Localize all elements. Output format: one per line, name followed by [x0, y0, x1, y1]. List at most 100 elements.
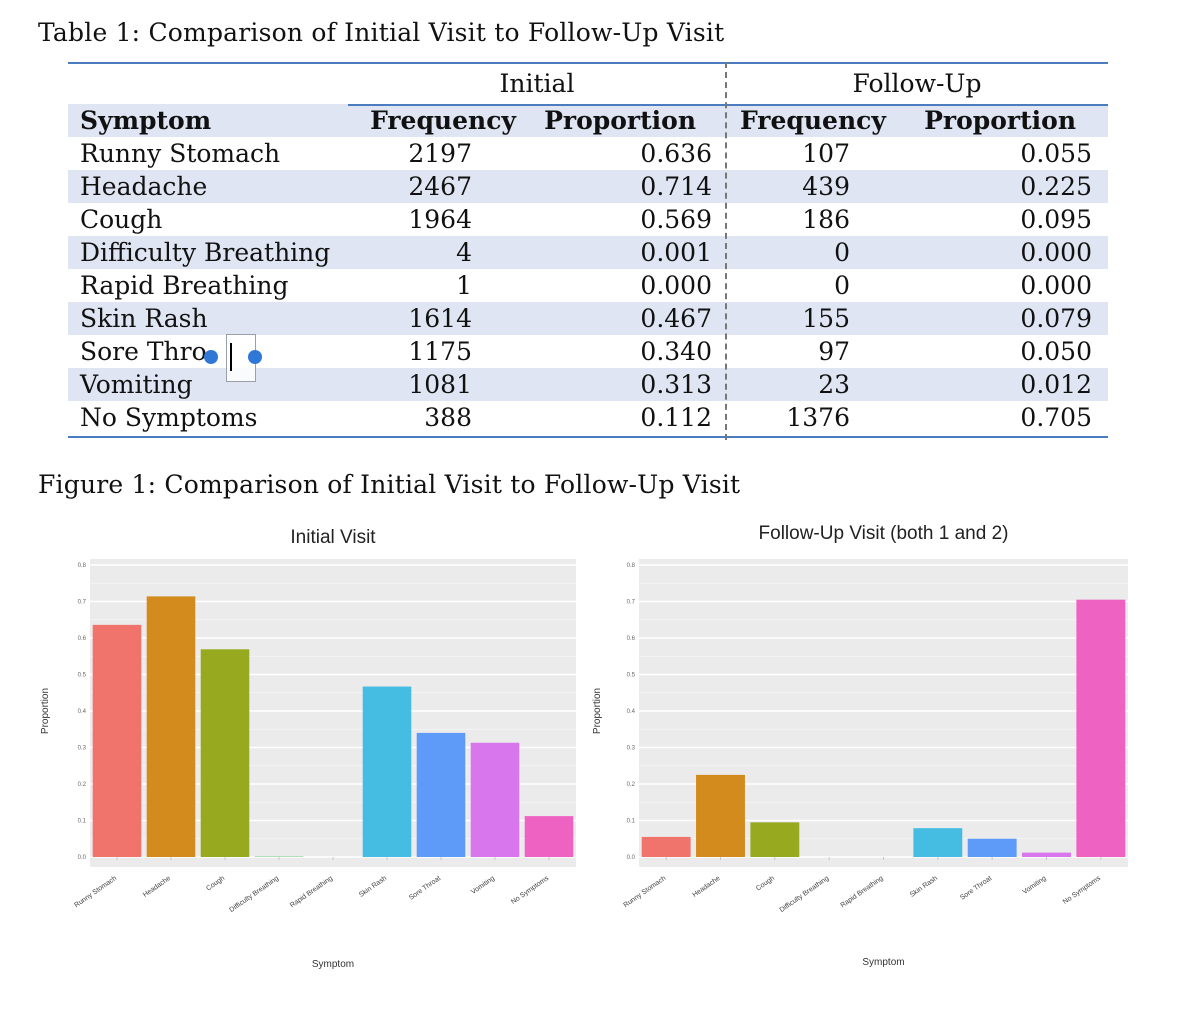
y-tick-label: 0.1	[78, 819, 87, 825]
column-header-initial-frequency: Frequency	[348, 104, 538, 137]
y-tick-label: 0.8	[627, 563, 636, 569]
selection-handle-left[interactable]	[204, 350, 218, 364]
table-row: Runny Stomach 2197 0.636 107 0.055	[68, 137, 1108, 170]
y-tick-label: 0.8	[78, 563, 87, 569]
y-tick-label: 0.4	[627, 709, 636, 715]
table-cell-initial-frequency: 1614	[348, 302, 538, 335]
table-cell-follow-proportion: 0.225	[916, 170, 1108, 203]
table-row: Sore Thro 1175 0.340 97 0.050	[68, 335, 1108, 368]
follow-up-visit-chart: 0.0 0.1 0.2 0.3 0.4 0.5 0.6 0.7 0.8 Runny Stomach…	[592, 523, 1128, 968]
column-group-divider	[725, 62, 727, 440]
column-header-follow-proportion: Proportion	[916, 104, 1108, 137]
x-tick-label: Vomiting	[1022, 875, 1048, 896]
x-tick-label: Difficulty Breathing	[228, 875, 280, 914]
x-tick-label: Headache	[142, 875, 172, 899]
x-tick-label: Sore Throat	[408, 875, 442, 902]
table-cell-symptom: Difficulty Breathing	[68, 236, 348, 269]
table-cell-symptom: Headache	[68, 170, 348, 203]
bar	[362, 686, 412, 857]
table-cell-symptom: No Symptoms	[80, 403, 258, 432]
table-cell-initial-frequency: 2467	[348, 170, 538, 203]
table-cell-follow-proportion: 0.079	[916, 302, 1108, 335]
bar	[696, 774, 745, 857]
table-cell-initial-proportion: 0.569	[640, 205, 712, 234]
x-tick-label: Cough	[205, 875, 226, 893]
figure-caption: Figure 1: Comparison of Initial Visit to…	[38, 470, 741, 499]
table-cell-initial-proportion: 0.000	[640, 271, 712, 300]
table-cell-initial-proportion: 0.001	[538, 236, 726, 269]
table-cell-follow-frequency: 0	[834, 271, 850, 300]
y-tick-label: 0.6	[78, 636, 87, 642]
table-cell-symptom: Rapid Breathing	[80, 271, 289, 300]
symptom-table: Initial Follow-Up Symptom Frequency Prop…	[68, 62, 1108, 434]
table-cell-symptom: Cough	[80, 205, 163, 234]
y-tick-label: 0.5	[78, 673, 87, 679]
table-row: No Symptoms 388 0.112 1376 0.705	[68, 401, 1108, 434]
table-cell-follow-frequency: 186	[802, 205, 850, 234]
table-row: Rapid Breathing 1 0.000 0 0.000	[68, 269, 1108, 302]
y-axis-label: Proportion	[40, 688, 51, 734]
text-cursor-caret	[230, 343, 232, 371]
y-tick-label: 0.3	[78, 746, 87, 752]
table-cell-initial-frequency: 2197	[408, 139, 472, 168]
y-tick-label: 0.2	[627, 782, 636, 788]
table-cell-initial-proportion: 0.714	[538, 170, 726, 203]
initial-group-rule	[348, 104, 726, 106]
x-tick-label: Sore Throat	[959, 875, 993, 902]
bar	[146, 596, 196, 857]
chart-title: Initial Visit	[290, 527, 376, 548]
table-cell-follow-proportion: 0.055	[1020, 139, 1092, 168]
x-axis-label: Symptom	[862, 957, 904, 968]
table-cell-follow-proportion: 0.000	[1020, 271, 1092, 300]
x-tick-label: Runny Stomach	[73, 875, 118, 909]
group-header-initial: Initial	[499, 68, 575, 98]
table-row: Cough 1964 0.569 186 0.095	[68, 203, 1108, 236]
x-tick-label: Headache	[691, 875, 721, 899]
table-cell-symptom: Skin Rash	[68, 302, 348, 335]
chart-title: Follow-Up Visit (both 1 and 2)	[759, 523, 1009, 544]
x-tick-label: Runny Stomach	[622, 875, 667, 909]
table-cell-follow-frequency: 107	[802, 139, 850, 168]
table-bottom-rule	[68, 436, 1108, 438]
group-header-blank	[68, 62, 348, 104]
table-cell-initial-proportion: 0.112	[640, 403, 712, 432]
group-header-row: Initial Follow-Up	[68, 62, 1108, 104]
table-cell-initial-frequency: 1	[456, 271, 472, 300]
y-tick-label: 0.0	[627, 855, 636, 861]
x-tick-label: No Symptoms	[1062, 875, 1102, 906]
bar	[92, 624, 142, 857]
y-tick-label: 0.1	[627, 819, 636, 825]
bar	[1076, 599, 1126, 857]
table-cell-follow-proportion: 0.095	[1020, 205, 1092, 234]
table-cell-follow-frequency: 439	[726, 170, 916, 203]
table-cell-symptom[interactable]: Sore Thro	[80, 337, 207, 366]
bar	[641, 836, 691, 857]
y-tick-label: 0.6	[627, 636, 636, 642]
x-tick-label: Skin Rash	[358, 875, 388, 899]
symptom-table-container: Initial Follow-Up Symptom Frequency Prop…	[68, 62, 1108, 442]
table-row: Headache 2467 0.714 439 0.225	[68, 170, 1108, 203]
x-tick-label: Skin Rash	[909, 875, 939, 899]
table-cell-follow-proportion: 0.705	[1020, 403, 1092, 432]
selection-handle-right[interactable]	[248, 350, 262, 364]
table-cell-follow-frequency: 1376	[786, 403, 850, 432]
bar	[913, 828, 963, 857]
table-cell-symptom: Runny Stomach	[80, 139, 281, 168]
y-tick-label: 0.0	[78, 855, 87, 861]
bar	[967, 838, 1017, 857]
table-cell-follow-frequency: 0	[726, 236, 916, 269]
table-cell-initial-proportion: 0.636	[640, 139, 712, 168]
column-header-follow-frequency: Frequency	[726, 104, 916, 137]
y-tick-label: 0.4	[78, 709, 87, 715]
table-cell-initial-frequency: 1081	[348, 368, 538, 401]
table-cell-initial-proportion: 0.467	[538, 302, 726, 335]
y-tick-label: 0.5	[627, 673, 636, 679]
table-cell-follow-frequency: 155	[726, 302, 916, 335]
table-cell-initial-frequency: 388	[424, 403, 472, 432]
table-cell-follow-frequency: 97	[818, 337, 850, 366]
table-cell-follow-proportion: 0.000	[916, 236, 1108, 269]
table-cell-initial-frequency: 1964	[408, 205, 472, 234]
table-row: Difficulty Breathing 4 0.001 0 0.000	[68, 236, 1108, 269]
x-tick-label: Rapid Breathing	[289, 875, 334, 910]
x-tick-label: Vomiting	[470, 875, 496, 896]
